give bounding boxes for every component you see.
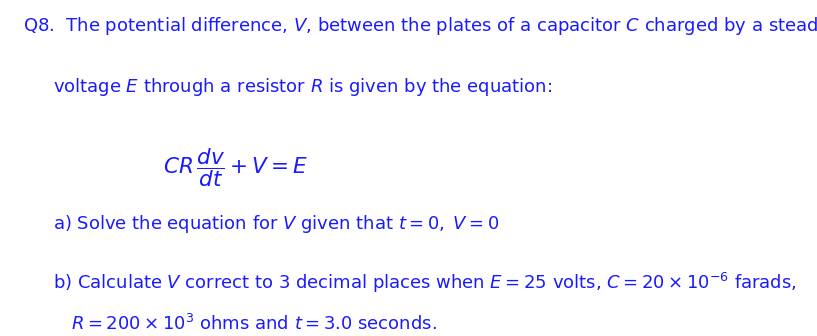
Text: b) Calculate $V$ correct to 3 decimal places when $E = 25$ volts, $C = 20 \times: b) Calculate $V$ correct to 3 decimal pl… — [53, 270, 797, 295]
Text: a) Solve the equation for $V$ given that $t = 0,\; V = 0$: a) Solve the equation for $V$ given that… — [53, 213, 499, 235]
Text: $R = 200 \times 10^{3}$ ohms and $t = 3.0$ seconds.: $R = 200 \times 10^{3}$ ohms and $t = 3.… — [71, 314, 437, 334]
Text: Q8.  The potential difference, $V$, between the plates of a capacitor $C$ charge: Q8. The potential difference, $V$, betwe… — [23, 15, 817, 37]
Text: voltage $E$ through a resistor $R$ is given by the equation:: voltage $E$ through a resistor $R$ is gi… — [53, 76, 552, 97]
Text: $CR\,\dfrac{dv}{dt} + V = E$: $CR\,\dfrac{dv}{dt} + V = E$ — [163, 146, 309, 189]
